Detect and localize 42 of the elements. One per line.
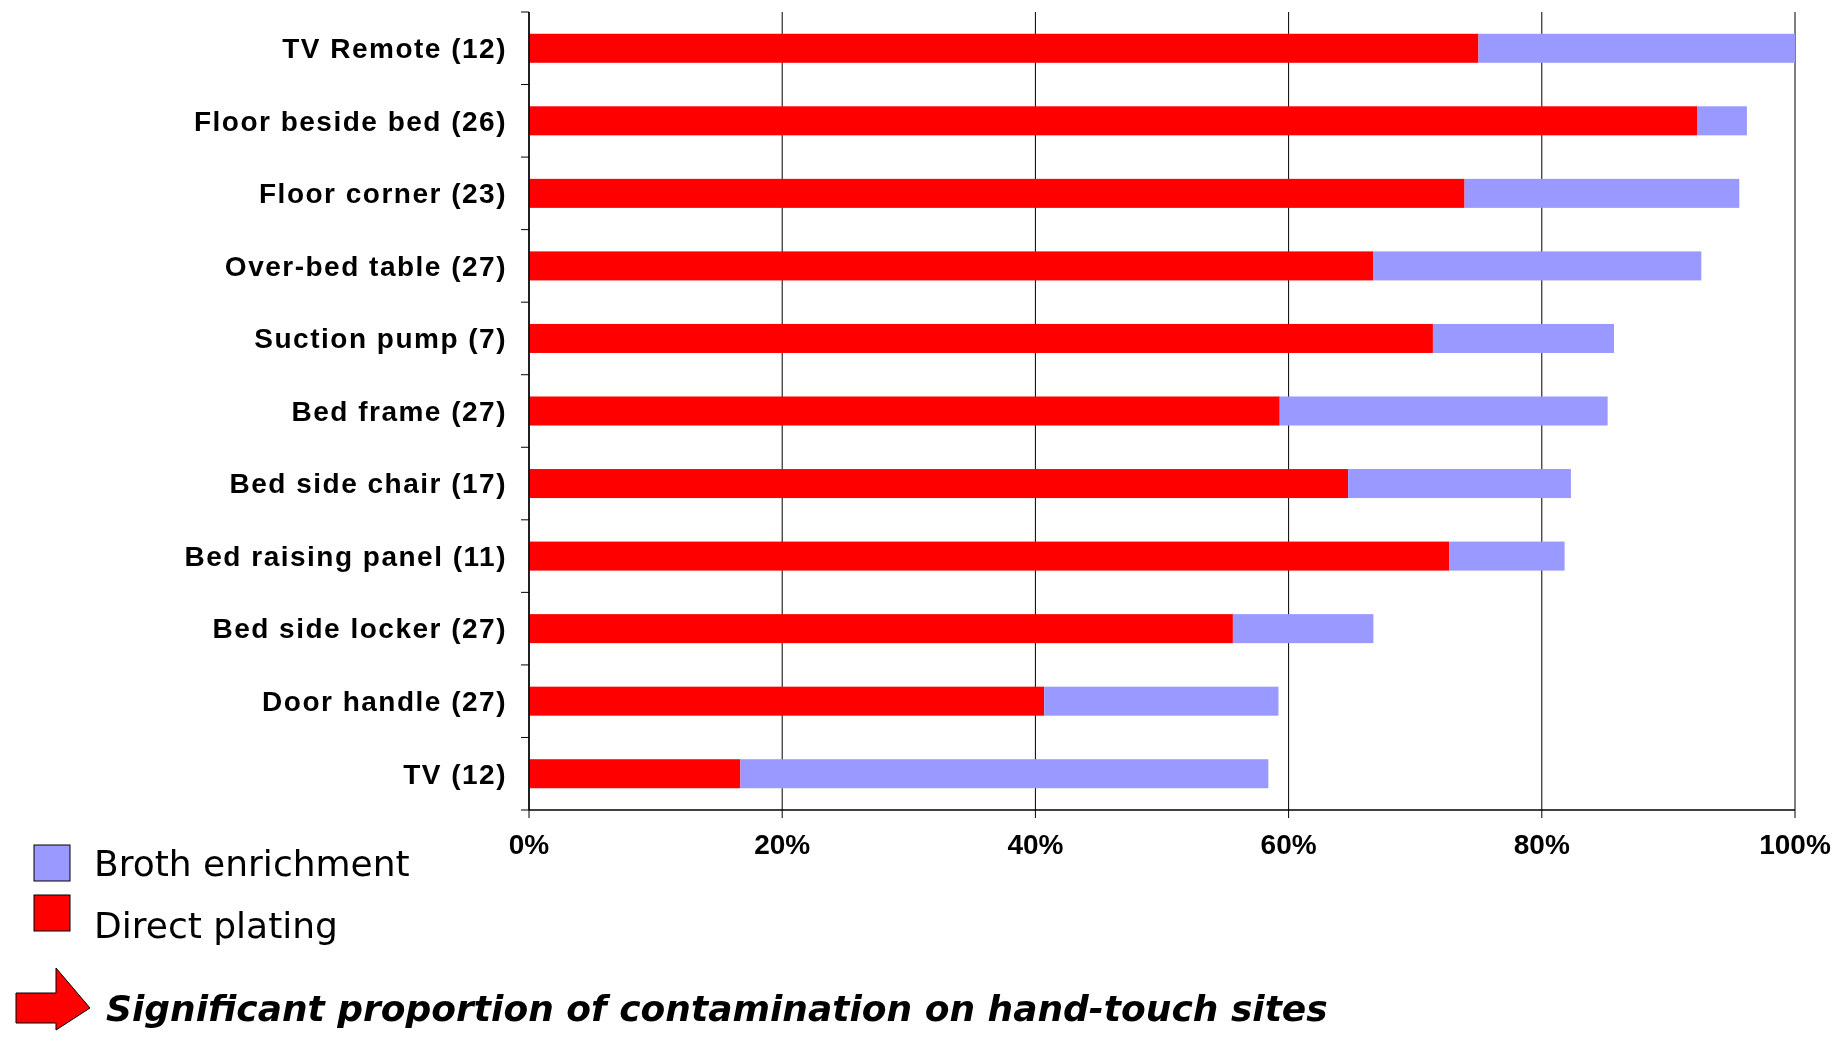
bar: [740, 759, 1269, 789]
bar: [529, 541, 1450, 571]
bar: [1449, 541, 1565, 571]
bar: [529, 614, 1233, 644]
y-tick-label: Floor corner (23): [259, 178, 507, 210]
x-tick-label: 40%: [1007, 829, 1064, 860]
bar: [1232, 614, 1374, 644]
legend-label: Broth enrichment: [94, 842, 410, 884]
bar: [1697, 106, 1747, 136]
bar: [1432, 323, 1614, 353]
y-tick-label: Floor beside bed (26): [193, 105, 507, 137]
y-tick-label: Bed raising panel (11): [184, 540, 507, 572]
bar: [529, 759, 741, 789]
bar: [529, 396, 1280, 426]
y-tick-label: TV Remote (12): [282, 33, 507, 65]
y-tick-label: Bed frame (27): [291, 395, 507, 427]
bar: [529, 323, 1433, 353]
x-tick-label: 0%: [508, 829, 550, 860]
x-tick-label: 100%: [1759, 829, 1831, 860]
y-tick-label: Suction pump (7): [254, 323, 507, 355]
y-tick-label: Bed side locker (27): [212, 613, 507, 645]
x-tick-label: 80%: [1513, 829, 1570, 860]
x-tick-label: 60%: [1260, 829, 1317, 860]
y-tick-label: Door handle (27): [262, 685, 507, 717]
bar: [1373, 251, 1702, 281]
bar: [1478, 33, 1795, 63]
bar: [1279, 396, 1608, 426]
bar: [529, 178, 1465, 208]
x-tick-label: 20%: [754, 829, 811, 860]
bar: [529, 106, 1698, 136]
bar: [529, 469, 1349, 499]
bar: [529, 251, 1374, 281]
bar: [1464, 178, 1740, 208]
bar: [529, 686, 1045, 716]
bar: [529, 33, 1479, 63]
y-tick-label: TV (12): [403, 758, 507, 790]
y-tick-label: Bed side chair (17): [229, 468, 507, 500]
bar: [1348, 469, 1571, 499]
text: Significant proportion of contamination on hand-touch sites: [106, 987, 1328, 1029]
bar: [1044, 686, 1279, 716]
legend-label: Direct plating: [94, 904, 338, 946]
y-tick-label: Over-bed table (27): [224, 250, 507, 282]
